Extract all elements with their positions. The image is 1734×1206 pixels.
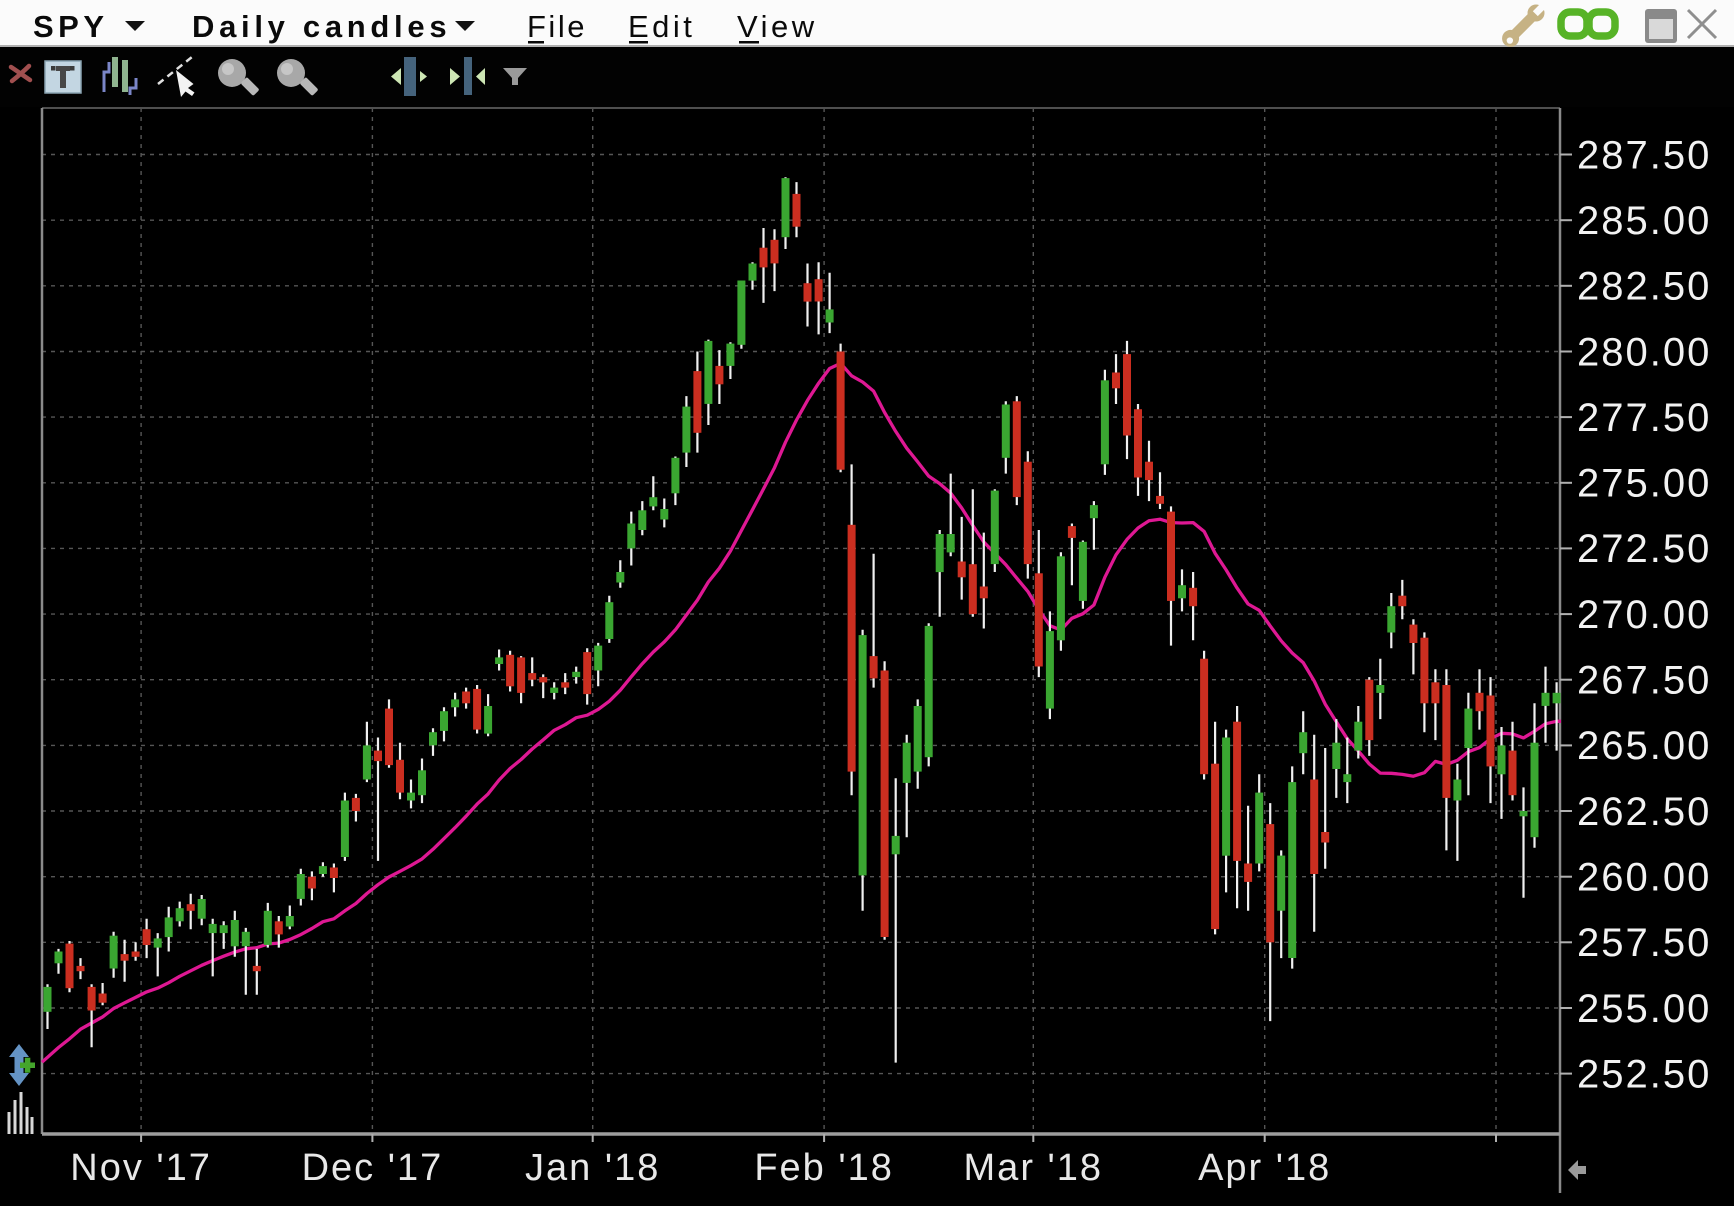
svg-text:Dec '17: Dec '17 (302, 1147, 444, 1189)
svg-text:270.00: 270.00 (1577, 593, 1711, 637)
svg-text:282.50: 282.50 (1577, 265, 1711, 309)
svg-text:272.50: 272.50 (1577, 527, 1711, 571)
svg-text:Daily candles: Daily candles (192, 9, 451, 44)
svg-text:Jan '18: Jan '18 (525, 1147, 660, 1189)
svg-text:Edit: Edit (628, 9, 695, 44)
svg-text:275.00: 275.00 (1577, 462, 1711, 506)
svg-text:285.00: 285.00 (1577, 199, 1711, 243)
svg-text:287.50: 287.50 (1577, 133, 1711, 177)
svg-text:Nov '17: Nov '17 (70, 1147, 212, 1189)
svg-text:260.00: 260.00 (1577, 856, 1711, 900)
svg-text:Feb '18: Feb '18 (754, 1147, 894, 1189)
svg-text:View: View (737, 9, 818, 44)
svg-text:Mar '18: Mar '18 (964, 1147, 1104, 1189)
svg-text:265.00: 265.00 (1577, 724, 1711, 768)
svg-text:Apr '18: Apr '18 (1198, 1147, 1331, 1189)
svg-text:252.50: 252.50 (1577, 1052, 1711, 1096)
svg-text:SPY: SPY (33, 9, 109, 44)
svg-text:280.00: 280.00 (1577, 330, 1711, 374)
svg-text:267.50: 267.50 (1577, 659, 1711, 703)
svg-text:277.50: 277.50 (1577, 396, 1711, 440)
svg-text:File: File (527, 9, 587, 44)
svg-text:255.00: 255.00 (1577, 987, 1711, 1031)
svg-text:257.50: 257.50 (1577, 921, 1711, 965)
svg-text:262.50: 262.50 (1577, 790, 1711, 834)
